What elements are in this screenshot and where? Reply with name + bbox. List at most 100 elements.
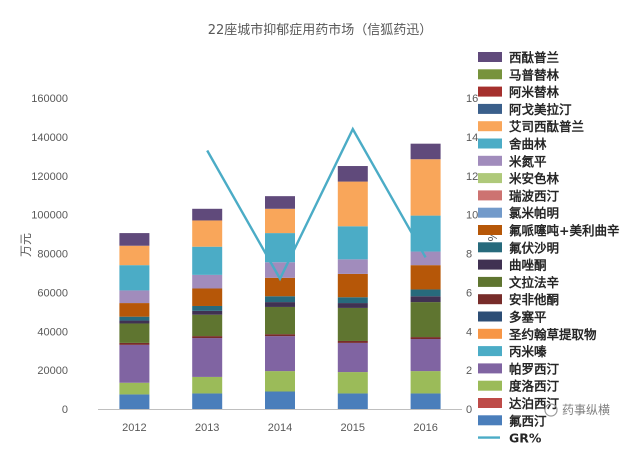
legend-label: 度洛西汀 [509,379,560,394]
y-tick-label-right: 6 [466,287,472,299]
legend-swatch [478,398,502,408]
y-tick-label-right: 14 [466,132,478,144]
legend-swatch [478,86,502,97]
legend-swatch [478,173,502,184]
bar-segment [192,393,223,409]
legend-swatch [478,103,502,114]
y-tick-label-right: 12 [466,171,478,183]
bar-group [119,143,441,409]
legend-label: 文拉法辛 [509,275,560,290]
bar-segment [337,226,368,260]
bar-segment [337,307,368,341]
bar-segment [265,277,295,297]
bar-segment [410,371,441,394]
y-tick-label-right: 10 [466,210,478,222]
legend-label: 舍曲林 [509,137,547,152]
legend-swatch [478,138,502,149]
legend-label: 曲唑酮 [509,258,547,273]
y-tick-label-left: 140000 [31,132,68,144]
bar-segment [265,302,295,307]
legend-swatch [478,328,502,339]
bar-segment [410,143,441,160]
bar-segment [119,320,150,324]
x-tick-label: 2012 [122,422,146,434]
bar-segment [192,288,223,306]
watermark-icon [544,403,558,417]
legend-label: 丙米嗪 [509,344,547,359]
legend-swatch [478,380,502,391]
bar-segment [192,338,223,377]
bar-segment [192,314,223,337]
legend-swatch [478,190,502,201]
y-tick-label-left: 160000 [31,93,68,105]
legend-swatch [478,311,502,322]
chart-title: 22座城市抑郁症用药市场（信狐药迅） [208,22,433,38]
y-tick-label-left: 60000 [37,287,68,299]
bar-segment [410,393,441,409]
legend: 西酞普兰马普替林阿米替林阿戈美拉汀艾司西酞普兰舍曲林米氮平米安色林瑞波西汀氯米帕… [478,50,620,446]
bar-segment [337,181,368,227]
bar-segment [337,342,368,373]
legend-label: 米氮平 [508,154,547,169]
bar-segment [265,262,295,278]
bar-segment [265,371,295,392]
bar-segment [192,274,223,289]
bar-segment [410,339,441,372]
legend-swatch [478,207,502,218]
legend-label: 多塞平 [509,310,547,325]
legend-swatch [478,276,502,287]
bar-segment [410,337,441,340]
bar-segment [192,208,223,221]
bar-segment [119,290,150,304]
bar-segment [119,382,150,395]
y-tick-label-left: 40000 [37,326,68,338]
axes-group: 0 20000 40000 60000 80000 100000 120000 140000 1… [31,93,478,434]
legend-label: 阿戈美拉汀 [509,102,572,117]
y-tick-label-right: 0 [466,404,472,416]
bar-segment [337,340,368,343]
legend-swatch [478,121,502,132]
bar-segment [192,376,223,394]
legend-label: 瑞波西汀 [509,188,560,203]
legend-label: 氟西汀 [509,413,547,428]
bar-segment [265,391,295,409]
bar-segment [410,159,441,216]
legend-label: 艾司西酞普兰 [509,119,585,134]
bar-segment [192,220,223,247]
bar-segment [119,342,150,345]
bar-segment [192,305,223,311]
bar-segment [119,344,150,383]
legend-label: 氟哌噻吨+美利曲辛 [509,223,620,238]
y-tick-label-left: 120000 [31,171,68,183]
legend-swatch [478,52,502,62]
legend-swatch [478,155,502,166]
y-tick-label-right: 4 [466,326,472,338]
legend-swatch [478,294,502,305]
y-tick-label-left: 100000 [31,210,68,222]
bar-segment [119,245,150,266]
y-tick-label-left: 80000 [37,249,68,261]
bar-segment [410,296,441,303]
legend-label: 氟伏沙明 [509,240,559,255]
bar-segment [265,296,295,303]
bar-segment [337,273,368,298]
legend-label: 安非他酮 [509,292,559,307]
legend-label: 圣约翰草提取物 [508,327,597,342]
gr-line [206,126,427,282]
bar-segment [410,215,441,252]
bar-segment [192,246,223,275]
legend-label: 西酞普兰 [509,50,560,65]
bar-segment [265,196,295,209]
bar-segment [119,394,150,409]
left-axis-title: 万元 [19,233,33,257]
bar-segment [410,302,441,338]
y-tick-label-right: 16 [466,93,478,105]
bar-segment [119,316,150,321]
legend-swatch [478,225,502,235]
legend-label: 达泊西汀 [509,396,560,411]
legend-swatch [478,69,502,80]
bar-segment [410,289,441,297]
bar-segment [119,303,150,317]
y-tick-label-left: 0 [62,404,68,416]
